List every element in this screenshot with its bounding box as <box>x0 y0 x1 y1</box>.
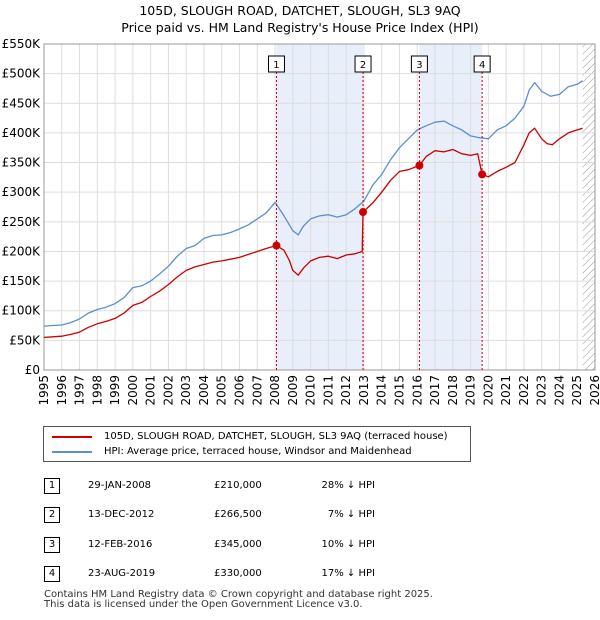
sale-marker-box <box>267 55 285 73</box>
sale-marker-label: 3 <box>416 60 422 71</box>
price-chart: £0 £50K £100K £150K £200K £250K £300K £350K £400… <box>2 37 600 406</box>
hatched-region <box>582 44 595 370</box>
row-hpi: 7% ↓ HPI <box>327 509 375 520</box>
sale-marker-label: 1 <box>273 60 279 71</box>
x-tick-label: 2017 <box>428 375 442 406</box>
row-hpi: 17% ↓ HPI <box>321 568 375 579</box>
shaded-period <box>419 44 483 370</box>
x-tick-label: 2025 <box>570 375 584 406</box>
x-tick-label: 2026 <box>588 375 600 406</box>
y-tick-label: £50K <box>9 333 41 347</box>
row-number-badge: 2 <box>44 507 60 523</box>
table-row: 1 29-JAN-2008 £210,000 28% ↓ HPI <box>0 478 600 496</box>
x-tick-label: 2023 <box>535 375 549 406</box>
legend-label-hpi: HPI: Average price, terraced house, Wind… <box>104 446 412 457</box>
x-tick-label: 1997 <box>73 375 87 406</box>
sale-point <box>478 170 487 179</box>
row-date: 13-DEC-2012 <box>88 509 155 520</box>
x-tick-label: 2000 <box>126 375 140 406</box>
x-tick-label: 2004 <box>197 375 211 406</box>
row-date: 12-FEB-2016 <box>88 539 153 550</box>
footer-copyright: Contains HM Land Registry data © Crown c… <box>44 589 433 600</box>
x-tick-label: 1998 <box>90 375 104 406</box>
shaded-period <box>276 44 364 370</box>
table-row: 4 23-AUG-2019 £330,000 17% ↓ HPI <box>0 566 600 584</box>
table-row: 3 12-FEB-2016 £345,000 10% ↓ HPI <box>0 537 600 555</box>
sale-marker-label: 4 <box>479 60 485 71</box>
sale-marker-label: 2 <box>360 60 366 71</box>
y-tick-label: £200K <box>2 244 42 258</box>
y-tick-label: £250K <box>2 215 42 229</box>
y-tick-label: £150K <box>2 274 42 288</box>
row-price: £345,000 <box>214 539 262 550</box>
x-tick-label: 2009 <box>286 375 300 406</box>
x-tick-label: 2007 <box>250 375 264 406</box>
x-tick-label: 2021 <box>499 375 513 406</box>
x-tick-label: 2012 <box>339 375 353 406</box>
series-line-hpi <box>43 80 583 327</box>
table-row: 2 13-DEC-2012 £266,500 7% ↓ HPI <box>0 507 600 525</box>
legend-item-hpi: HPI: Average price, terraced house, Wind… <box>52 446 412 457</box>
x-tick-label: 2001 <box>144 375 158 406</box>
row-hpi: 28% ↓ HPI <box>321 480 375 491</box>
row-hpi: 10% ↓ HPI <box>321 539 375 550</box>
x-tick-label: 2014 <box>375 375 389 406</box>
x-tick-label: 2008 <box>268 375 282 406</box>
row-date: 29-JAN-2008 <box>88 480 152 491</box>
row-number-badge: 1 <box>44 478 60 494</box>
sale-point <box>415 161 424 170</box>
sale-marker-box <box>473 55 491 73</box>
footer: Contains HM Land Registry data © Crown c… <box>44 590 433 610</box>
x-tick-label: 2006 <box>233 375 247 406</box>
footer-licence: This data is licensed under the Open Gov… <box>44 599 363 610</box>
y-tick-label: £300K <box>2 185 42 199</box>
legend: 105D, SLOUGH ROAD, DATCHET, SLOUGH, SL3 … <box>43 426 471 462</box>
x-tick-label: 2018 <box>446 375 460 406</box>
x-tick-label: 2011 <box>321 375 335 406</box>
x-tick-label: 2002 <box>161 375 175 406</box>
row-price: £330,000 <box>214 568 262 579</box>
x-tick-label: 2019 <box>464 375 478 406</box>
series-line-property <box>43 127 583 339</box>
y-tick-label: £0 <box>25 363 40 377</box>
y-tick-label: £500K <box>2 67 42 81</box>
x-tick-label: 1995 <box>37 375 51 406</box>
x-tick-label: 1996 <box>55 375 69 406</box>
y-tick-label: £350K <box>2 156 42 170</box>
sale-marker-box <box>354 55 372 73</box>
plot-frame <box>43 43 596 371</box>
row-price: £266,500 <box>214 509 262 520</box>
x-tick-label: 2010 <box>304 375 318 406</box>
x-tick-label: 2022 <box>517 375 531 406</box>
x-tick-label: 1999 <box>108 375 122 406</box>
x-tick-label: 2003 <box>179 375 193 406</box>
x-tick-label: 2005 <box>215 375 229 406</box>
sale-point <box>272 241 281 250</box>
row-number-badge: 4 <box>44 566 60 582</box>
x-tick-label: 2020 <box>481 375 495 406</box>
y-tick-label: £100K <box>2 304 42 318</box>
row-date: 23-AUG-2019 <box>88 568 156 579</box>
chart-subtitle: Price paid vs. HM Land Registry's House … <box>121 20 479 35</box>
legend-item-property: 105D, SLOUGH ROAD, DATCHET, SLOUGH, SL3 … <box>52 431 448 442</box>
legend-swatch-property <box>52 435 92 438</box>
row-number-badge: 3 <box>44 537 60 553</box>
row-price: £210,000 <box>214 480 262 491</box>
x-tick-label: 2016 <box>410 375 424 406</box>
y-tick-label: £550K <box>2 37 42 51</box>
x-tick-label: 2013 <box>357 375 371 406</box>
y-tick-label: £400K <box>2 126 42 140</box>
sale-marker-box <box>410 55 428 73</box>
y-tick-label: £450K <box>2 96 42 110</box>
legend-label-property: 105D, SLOUGH ROAD, DATCHET, SLOUGH, SL3 … <box>104 431 448 442</box>
sale-point <box>359 208 368 217</box>
x-tick-label: 2015 <box>392 375 406 406</box>
x-tick-label: 2024 <box>552 375 566 406</box>
chart-title: 105D, SLOUGH ROAD, DATCHET, SLOUGH, SL3 … <box>139 3 461 18</box>
legend-swatch-hpi <box>52 450 92 453</box>
